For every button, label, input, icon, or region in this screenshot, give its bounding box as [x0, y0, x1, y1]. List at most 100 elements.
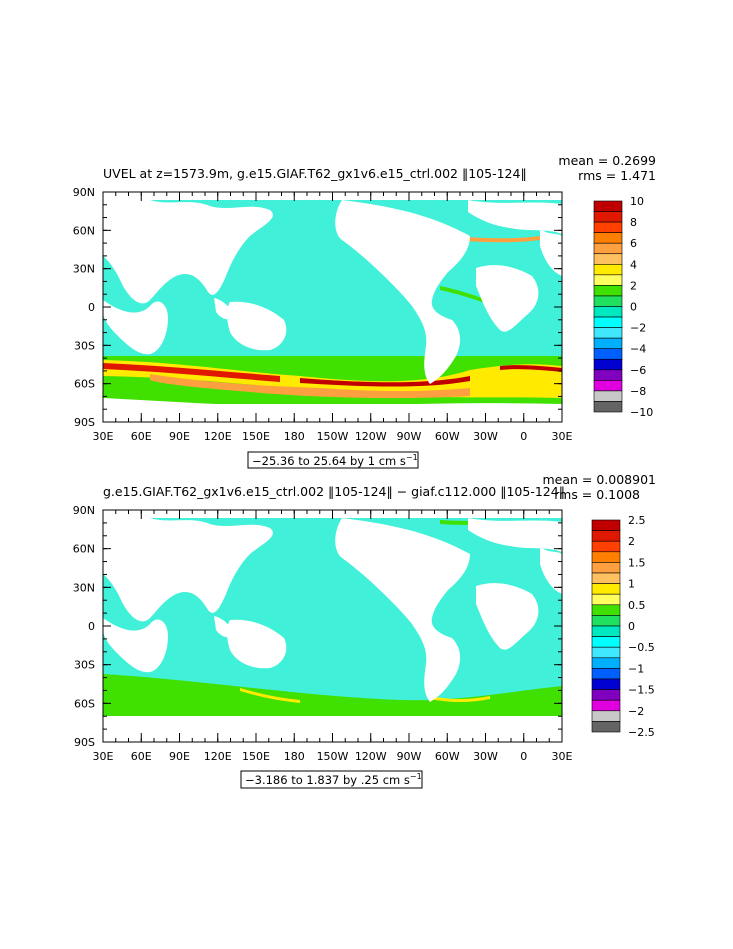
lon-label: 120E	[204, 750, 232, 763]
colorbar-swatch	[593, 348, 623, 360]
colorbar-swatch	[593, 369, 623, 381]
colorbar-swatch	[593, 200, 623, 212]
lon-label: 150W	[317, 430, 349, 443]
lon-label: 180	[284, 430, 305, 443]
lon-label: 30W	[473, 750, 498, 763]
colorbar-swatch	[593, 242, 623, 255]
colorbar-label: −4	[630, 343, 646, 356]
lon-label: 90W	[397, 750, 422, 763]
colorbar-swatch	[593, 390, 623, 402]
colorbar-label: 10	[630, 195, 644, 208]
colorbar-label: −2.5	[628, 726, 655, 739]
lat-label: 30N	[73, 581, 95, 594]
colorbar-swatch	[591, 721, 621, 733]
colorbar-swatch	[593, 274, 623, 286]
colorbar-swatch	[591, 699, 621, 712]
lat-label: 30N	[73, 263, 95, 276]
svg-text:−3.186 to 1.837 by .25 cm s−1: −3.186 to 1.837 by .25 cm s−1	[245, 772, 422, 787]
colorbar-swatch	[591, 551, 621, 563]
panel-top: UVEL at z=1573.9m, g.e15.GIAF.T62_gx1v6.…	[73, 153, 656, 469]
colorbar-top: 10 8 6 4 2 0 −2 −4 −6 −8 −10	[593, 195, 653, 419]
colorbar-swatch	[591, 593, 621, 606]
lon-label: 150W	[317, 750, 349, 763]
colorbar-swatch	[591, 615, 621, 627]
lon-label: 60E	[131, 430, 152, 443]
colorbar-swatch	[591, 519, 621, 531]
colorbar-swatch	[593, 337, 623, 349]
colorbar-swatch	[591, 678, 621, 690]
lat-label: 90S	[74, 736, 95, 749]
lon-label: 60E	[131, 750, 152, 763]
colorbar-label: −10	[630, 406, 653, 419]
lon-label: 90W	[397, 430, 422, 443]
lon-label: 30E	[552, 430, 573, 443]
colorbar-swatch	[593, 316, 623, 328]
map-top	[103, 192, 562, 422]
colorbar-swatch	[593, 263, 623, 276]
colorbar-label: 1.5	[628, 556, 646, 569]
panel-top-rms: rms = 1.471	[578, 168, 656, 183]
colorbar-swatch	[593, 232, 623, 244]
axis-ticks-bottom	[102, 509, 563, 743]
lon-label: 0	[520, 430, 527, 443]
colorbar-label: −6	[630, 364, 646, 377]
lon-label: 120W	[355, 430, 387, 443]
lon-label: 0	[520, 750, 527, 763]
lat-label: 90N	[73, 504, 95, 517]
colorbar-label: 4	[630, 258, 637, 271]
colorbar-swatch	[593, 306, 623, 318]
lat-label: 60S	[74, 378, 95, 391]
colorbar-label: 8	[630, 216, 637, 229]
lon-label: 90E	[169, 430, 190, 443]
range-exponent-top: −1	[406, 453, 418, 462]
lat-label: 30S	[74, 339, 95, 352]
colorbar-label: −0.5	[628, 641, 655, 654]
lon-label: 60W	[435, 430, 460, 443]
colorbar-swatch	[591, 625, 621, 637]
lon-label: 150E	[242, 750, 270, 763]
lat-label: 30S	[74, 659, 95, 672]
lat-label: 60N	[73, 224, 95, 237]
lat-labels-top: 90N 60N 30N 0 30S 60S 90S	[73, 186, 95, 429]
lat-label: 90N	[73, 186, 95, 199]
lon-labels-bottom: 30E 60E 90E 120E 150E 180 150W 120W 90W 60W 30W 0 30…	[93, 750, 573, 763]
lon-label: 120W	[355, 750, 387, 763]
colorbar-swatch	[593, 295, 623, 307]
panel-bottom-title: g.e15.GIAF.T62_gx1v6.e15_ctrl.002 ‖105-1…	[103, 484, 565, 499]
colorbar-swatch	[593, 401, 623, 413]
colorbar-swatch	[593, 285, 623, 297]
colorbar-label: 0.5	[628, 599, 646, 612]
lon-label: 30E	[552, 750, 573, 763]
colorbar-swatch	[593, 327, 623, 339]
lat-label: 60S	[74, 697, 95, 710]
colorbar-swatch	[593, 211, 623, 223]
svg-text:−25.36 to 25.64 by 1 cm s−1: −25.36 to 25.64 by 1 cm s−1	[252, 453, 418, 468]
panel-top-title: UVEL at z=1573.9m, g.e15.GIAF.T62_gx1v6.…	[103, 166, 527, 181]
colorbar-swatch	[591, 530, 621, 542]
lat-label: 0	[88, 620, 95, 633]
colorbar-label: 6	[630, 237, 637, 250]
colorbar-label: 2	[628, 535, 635, 548]
colorbar-label: 1	[628, 578, 635, 591]
lat-labels-bottom: 90N 60N 30N 0 30S 60S 90S	[73, 504, 95, 749]
colorbar-label: 2.5	[628, 514, 646, 527]
lon-label: 150E	[242, 430, 270, 443]
colorbar-swatch	[591, 583, 621, 595]
colorbar-swatch	[591, 604, 621, 616]
axis-ticks-top	[102, 191, 563, 423]
colorbar-swatch	[593, 253, 623, 265]
lat-label: 90S	[74, 416, 95, 429]
lat-label: 60N	[73, 543, 95, 556]
colorbar-label: −1.5	[628, 684, 655, 697]
range-box-bottom: −3.186 to 1.837 by .25 cm s−1	[240, 770, 423, 789]
colorbar-swatch	[591, 572, 621, 584]
range-text-top: −25.36 to 25.64 by 1 cm s	[252, 454, 406, 468]
colorbar-swatch	[591, 636, 621, 648]
colorbar-label: −2	[628, 705, 644, 718]
lon-label: 120E	[204, 430, 232, 443]
colorbar-swatch	[593, 221, 623, 233]
colorbar-swatch	[591, 710, 621, 722]
panel-bottom-mean: mean = 0.008901	[542, 472, 656, 487]
lon-label: 60W	[435, 750, 460, 763]
colorbar-label: 0	[628, 620, 635, 633]
